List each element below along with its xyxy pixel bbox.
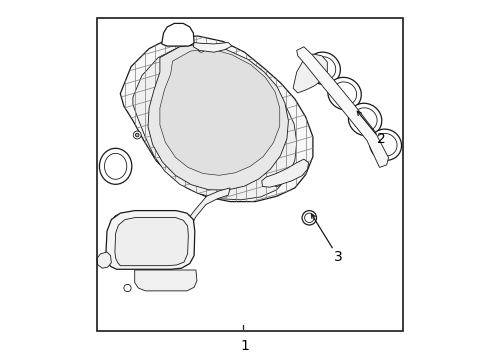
Ellipse shape [179, 278, 183, 282]
Ellipse shape [173, 27, 182, 35]
Ellipse shape [285, 175, 292, 181]
Ellipse shape [332, 82, 356, 105]
Ellipse shape [306, 52, 340, 85]
Ellipse shape [114, 215, 122, 223]
Ellipse shape [99, 148, 132, 184]
Ellipse shape [296, 168, 303, 174]
Polygon shape [148, 44, 288, 190]
Ellipse shape [100, 258, 106, 264]
Ellipse shape [352, 108, 376, 131]
Ellipse shape [123, 284, 131, 292]
Ellipse shape [176, 215, 184, 223]
Ellipse shape [273, 181, 280, 186]
Ellipse shape [304, 213, 313, 222]
Ellipse shape [163, 276, 171, 284]
Ellipse shape [176, 259, 184, 267]
Text: 2: 2 [376, 132, 385, 145]
Ellipse shape [347, 103, 381, 136]
Polygon shape [133, 46, 296, 200]
Ellipse shape [178, 261, 182, 265]
Polygon shape [160, 49, 279, 175]
Polygon shape [162, 23, 194, 46]
Ellipse shape [148, 276, 157, 284]
Ellipse shape [114, 259, 122, 267]
Ellipse shape [373, 134, 396, 156]
Text: 3: 3 [333, 251, 342, 264]
Ellipse shape [311, 57, 335, 80]
Ellipse shape [178, 217, 182, 221]
Polygon shape [115, 217, 188, 266]
Polygon shape [193, 42, 231, 52]
Ellipse shape [164, 278, 169, 282]
Ellipse shape [198, 47, 204, 52]
Text: 1: 1 [240, 339, 248, 352]
Ellipse shape [302, 211, 316, 225]
Ellipse shape [150, 278, 155, 282]
Polygon shape [106, 211, 194, 269]
Ellipse shape [127, 219, 170, 258]
Polygon shape [292, 54, 326, 93]
Ellipse shape [177, 276, 185, 284]
Ellipse shape [135, 133, 139, 137]
Ellipse shape [133, 131, 141, 139]
Ellipse shape [369, 129, 401, 160]
Polygon shape [120, 36, 312, 202]
Ellipse shape [136, 226, 162, 250]
Polygon shape [186, 188, 230, 232]
Ellipse shape [132, 223, 165, 254]
Polygon shape [261, 159, 308, 187]
Polygon shape [97, 252, 111, 268]
Ellipse shape [175, 29, 180, 33]
Ellipse shape [327, 77, 361, 110]
Ellipse shape [104, 153, 126, 179]
Polygon shape [134, 270, 197, 291]
Ellipse shape [116, 217, 120, 221]
Ellipse shape [116, 261, 120, 265]
Polygon shape [296, 47, 387, 167]
Bar [97, 18, 402, 331]
